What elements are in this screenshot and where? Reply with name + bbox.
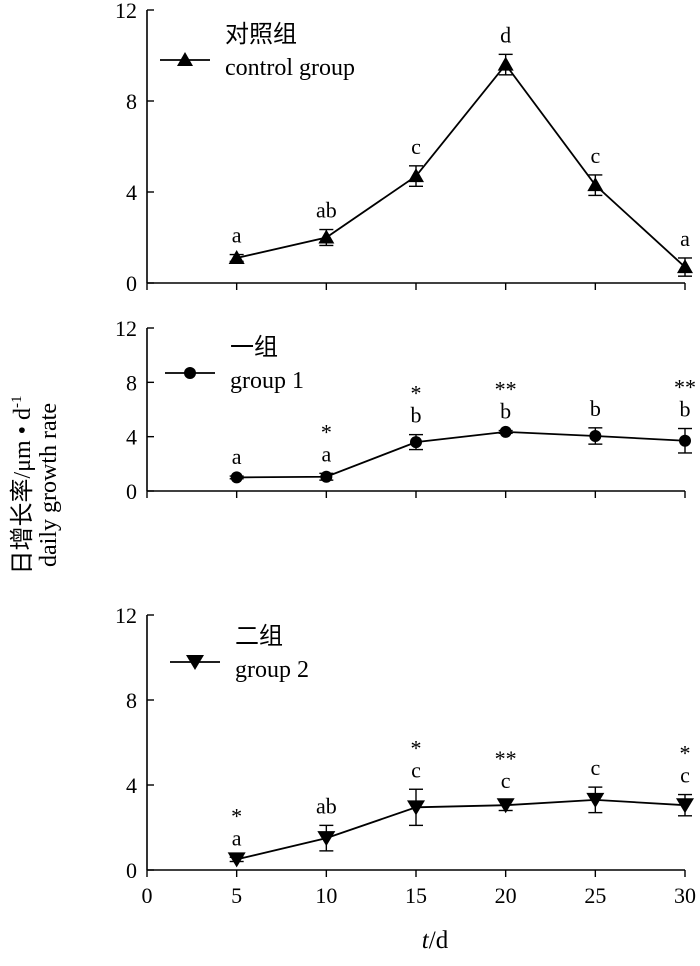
data-point: [227, 852, 246, 868]
significance-letter: a: [321, 441, 331, 466]
x-axis-var: t: [422, 927, 430, 954]
svg-text:日增长率/μm • d-1: 日增长率/μm • d-1: [9, 395, 36, 574]
significance-letter: a: [232, 825, 242, 850]
data-point: [228, 249, 245, 264]
x-tick-label: 25: [584, 883, 606, 908]
significance-letter: ab: [316, 198, 337, 223]
data-point: [676, 798, 694, 814]
y-tick-label: 4: [126, 773, 137, 798]
significance-letter: ab: [316, 793, 337, 818]
legend-marker: [184, 367, 196, 379]
series-line: [236, 798, 686, 861]
data-point: [496, 798, 515, 814]
y-tick-label: 4: [126, 180, 137, 205]
data-point: [408, 168, 424, 183]
significance-stars: **: [674, 375, 696, 400]
legend-label-cn: 对照组: [225, 21, 297, 48]
data-point: [230, 471, 243, 484]
legend-marker: [186, 655, 204, 670]
significance-stars: **: [495, 746, 517, 771]
x-tick-label: 15: [405, 883, 427, 908]
series-line: [236, 431, 686, 479]
y-tick-label: 8: [126, 370, 137, 395]
y-tick-label: 12: [115, 316, 137, 341]
legend: 二组 group 2: [170, 623, 309, 683]
legend-label-en: group 2: [235, 657, 309, 683]
legend-label-en: control group: [225, 55, 355, 81]
x-tick-label: 10: [315, 883, 337, 908]
significance-letter: a: [232, 444, 242, 469]
data-point: [318, 229, 335, 244]
significance-stars: *: [411, 381, 422, 406]
y-tick-label: 12: [115, 0, 137, 23]
data-point: [410, 436, 422, 449]
significance-letter: b: [680, 397, 691, 422]
y-axis-label-superscript: -1: [9, 395, 25, 408]
data-point: [317, 831, 336, 847]
data-point: [320, 470, 333, 483]
data-point: [679, 434, 691, 447]
significance-stars: *: [231, 803, 242, 828]
x-tick-label: 20: [495, 883, 517, 908]
data-point: [587, 177, 604, 192]
y-tick-label: 8: [126, 688, 137, 713]
significance-letter: a: [680, 226, 690, 251]
y-tick-label: 8: [126, 89, 137, 114]
x-tick-label: 5: [231, 883, 242, 908]
significance-stars: *: [411, 735, 422, 760]
legend-label-en: group 1: [230, 368, 304, 394]
significance-letter: d: [500, 22, 511, 47]
significance-letter: b: [411, 403, 422, 428]
significance-letter: a: [232, 223, 242, 248]
significance-letter: c: [590, 143, 600, 168]
x-axis-title: t/d: [422, 927, 449, 954]
significance-stars: **: [495, 377, 517, 402]
series-line: [236, 63, 686, 268]
y-tick-label: 0: [126, 858, 137, 883]
data-point: [407, 800, 425, 816]
panel-1: 0 4 8 12 a ab c d c a 对照组 control group: [115, 0, 693, 296]
x-tick-label: 30: [674, 883, 696, 908]
significance-letter: b: [500, 399, 511, 424]
legend-label-cn: 二组: [235, 623, 283, 650]
legend: 对照组 control group: [160, 21, 355, 81]
significance-stars: *: [321, 419, 332, 444]
y-tick-label: 12: [115, 603, 137, 628]
y-axis-label-line1: 日增长率/μm • d: [9, 408, 36, 575]
significance-letter: c: [411, 757, 421, 782]
y-axis-label-line2: daily growth rate: [36, 403, 62, 567]
x-tick-label: 0: [142, 883, 153, 908]
y-tick-label: 0: [126, 479, 137, 504]
data-point: [497, 56, 514, 71]
data-point: [589, 429, 602, 442]
x-axis-unit: /d: [429, 927, 449, 954]
legend-marker: [177, 52, 193, 66]
y-axis-title: 日增长率/μm • d-1 daily growth rate: [9, 395, 62, 574]
y-tick-label: 4: [126, 425, 137, 450]
significance-letter: c: [680, 763, 690, 788]
significance-letter: c: [411, 134, 421, 159]
significance-stars: *: [680, 741, 691, 766]
significance-letter: c: [501, 768, 511, 793]
y-tick-label: 0: [126, 271, 137, 296]
data-point: [677, 259, 693, 274]
significance-letter: b: [590, 396, 601, 421]
legend: 一组 group 1: [165, 334, 304, 394]
significance-letter: c: [590, 755, 600, 780]
data-point: [499, 425, 512, 438]
data-point: [586, 792, 605, 808]
legend-label-cn: 一组: [230, 334, 278, 361]
